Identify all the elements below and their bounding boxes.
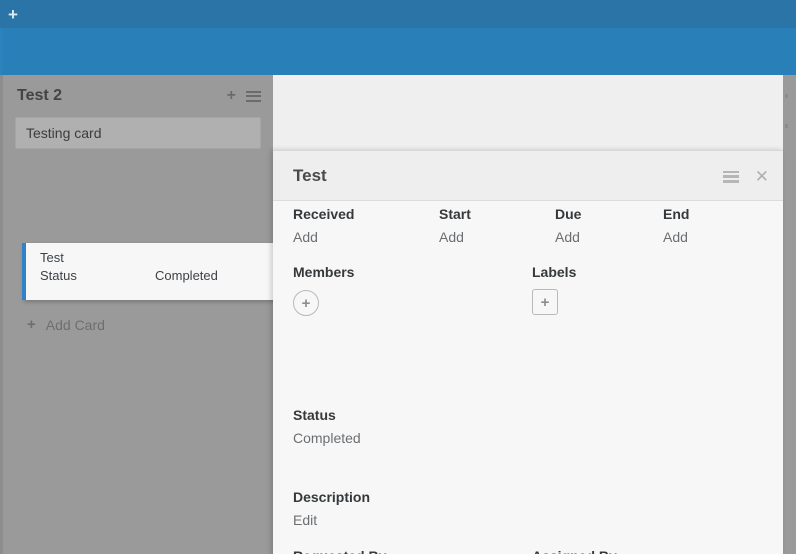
card-detail-menu-icon[interactable]: [722, 170, 739, 183]
field-due: Due Add: [555, 203, 581, 249]
field-description-edit[interactable]: Edit: [293, 512, 318, 528]
field-description: Description Edit: [293, 486, 370, 532]
field-due-value[interactable]: Add: [555, 229, 580, 245]
field-end: End Add: [663, 203, 689, 249]
field-labels: Labels +: [532, 261, 576, 315]
card-title: Test: [40, 250, 64, 265]
field-requested-by-label: Requested By: [293, 545, 386, 554]
field-members-label: Members: [293, 264, 355, 280]
add-board-icon[interactable]: +: [8, 4, 18, 24]
field-end-label: End: [663, 206, 690, 222]
card-detail-actions: ✕: [722, 167, 769, 186]
add-member-button[interactable]: +: [293, 290, 319, 316]
list-header-actions: +: [227, 88, 261, 104]
list-item-card-test[interactable]: Test Status Completed: [22, 243, 284, 300]
field-assigned-by-label: Assigned By: [532, 545, 617, 554]
field-start-label: Start: [439, 206, 471, 222]
list-title: Test 2: [17, 87, 63, 104]
date-fields-row: Received Add Start Add Due Add End Add: [293, 203, 763, 251]
field-labels-label: Labels: [532, 264, 577, 280]
field-members: Members +: [293, 261, 354, 316]
add-card-icon[interactable]: +: [226, 87, 236, 104]
board-list-test-2: Test 2 + Testing card + Add Card: [0, 75, 273, 554]
card-detail-title: Test: [293, 165, 327, 185]
list-next-ghost-1: [785, 94, 788, 98]
field-start-value[interactable]: Add: [439, 229, 464, 245]
card-field-value: Completed: [155, 268, 218, 283]
list-header: Test 2 +: [3, 75, 273, 117]
field-status-label: Status: [293, 407, 336, 423]
close-icon[interactable]: ✕: [754, 167, 769, 186]
card-search-value: Testing card: [26, 125, 102, 141]
field-status: Status Completed: [293, 404, 361, 450]
field-start: Start Add: [439, 203, 471, 249]
field-received-value[interactable]: Add: [293, 229, 318, 245]
card-field-status: Status Completed: [40, 267, 284, 285]
card-detail-panel: Test ✕ Received Add Start: [273, 150, 783, 554]
card-detail-header: Test ✕: [273, 151, 783, 201]
card-search-input[interactable]: Testing card: [15, 117, 261, 149]
add-label-button[interactable]: +: [532, 289, 558, 315]
field-received-label: Received: [293, 206, 355, 222]
card-field-label: Status: [40, 268, 77, 283]
field-assigned-by: Assigned By Add: [532, 545, 617, 554]
field-due-label: Due: [555, 206, 582, 222]
plus-icon: +: [27, 316, 36, 333]
list-next-ghost-2: [785, 124, 788, 128]
field-status-value[interactable]: Completed: [293, 430, 361, 446]
board-canvas: Test 2 + Testing card + Add Card Test S: [0, 75, 796, 554]
top-toolbar: +: [0, 0, 796, 28]
board-list-next[interactable]: [783, 75, 796, 554]
field-end-value[interactable]: Add: [663, 229, 688, 245]
board-header-bar: [0, 28, 796, 75]
field-description-label: Description: [293, 489, 371, 505]
add-card-button[interactable]: + Add Card: [27, 316, 105, 333]
field-requested-by: Requested By Add: [293, 545, 386, 554]
add-card-label: Add Card: [45, 316, 105, 333]
board-header-edge: [0, 28, 3, 75]
field-received: Received Add: [293, 203, 354, 249]
list-menu-icon[interactable]: [246, 90, 261, 102]
